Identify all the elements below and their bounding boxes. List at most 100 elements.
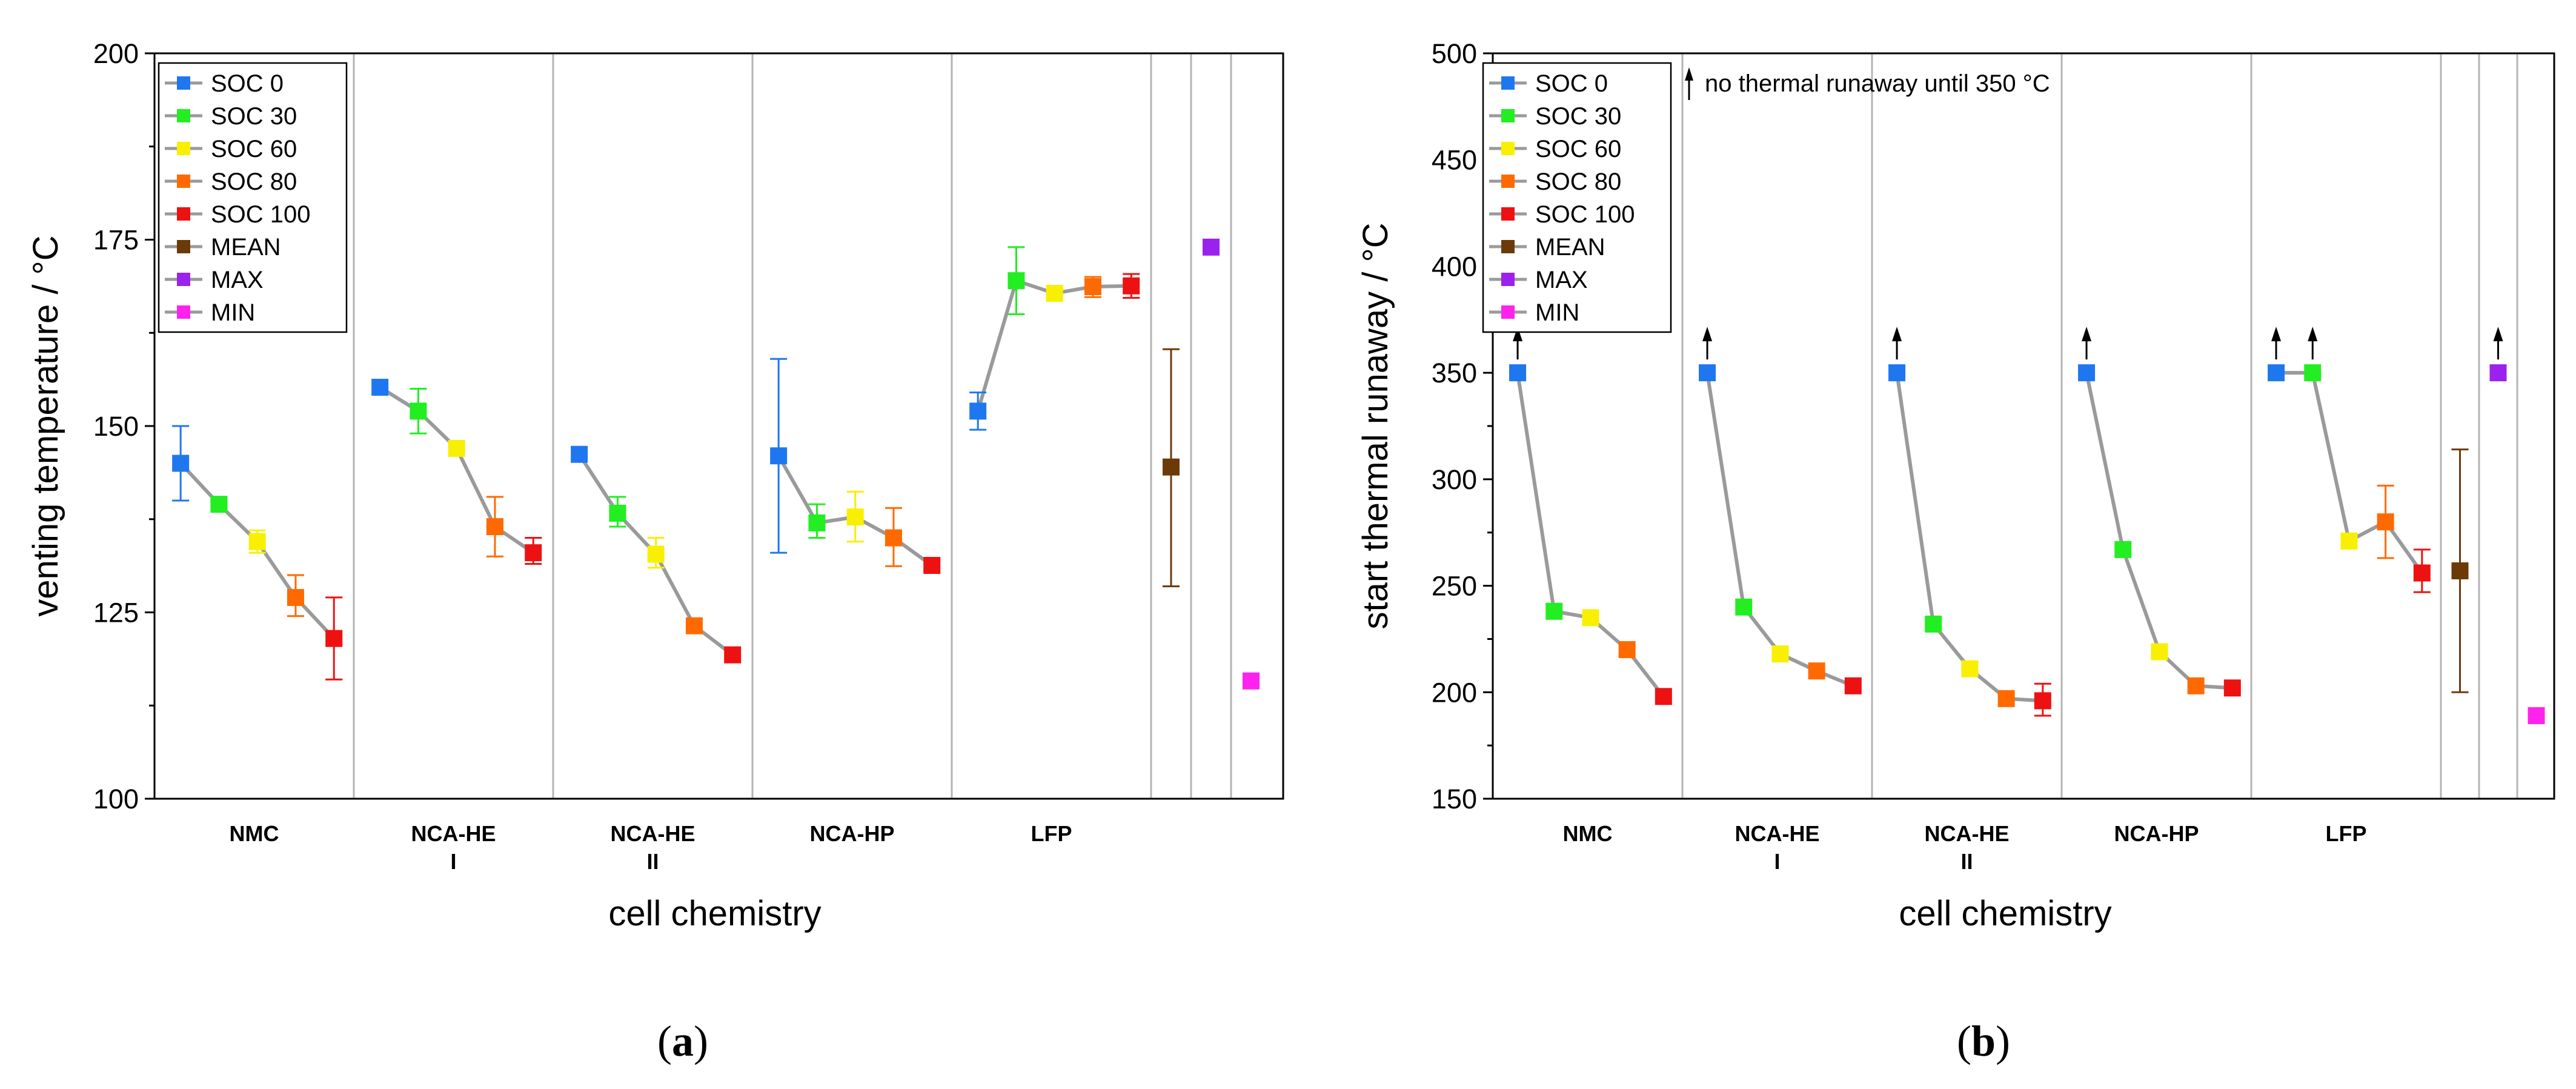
x-tick-label: NCA-HP (810, 821, 895, 846)
legend-label: SOC 100 (211, 201, 311, 228)
x-tick-label: NCA-HE (611, 821, 695, 846)
y-tick-label: 175 (93, 225, 139, 256)
legend-label: MIN (1535, 299, 1579, 326)
data-point (2151, 643, 2168, 661)
y-tick-label: 350 (1432, 358, 1477, 388)
legend-label: MAX (211, 267, 264, 293)
no-runaway-arrowhead (2082, 327, 2092, 342)
summary-point (1163, 458, 1180, 476)
x-tick-sublabel: I (450, 849, 456, 874)
data-point (2078, 364, 2096, 382)
data-point (325, 630, 343, 647)
data-point (1925, 615, 1942, 633)
legend-swatch (1501, 207, 1515, 221)
x-tick-label: NCA-HE (1925, 821, 2010, 846)
panel-label: (b) (1957, 1017, 2010, 1065)
no-runaway-arrowhead (2493, 327, 2503, 342)
data-point (448, 439, 465, 457)
legend-swatch (177, 273, 190, 286)
legend-swatch (1501, 240, 1515, 253)
legend-swatch (177, 142, 190, 155)
data-point (1888, 364, 1906, 382)
y-tick-label: 150 (1432, 784, 1477, 814)
y-tick-label: 200 (1432, 677, 1477, 708)
no-runaway-arrowhead (2271, 327, 2282, 342)
data-point (287, 588, 304, 606)
data-point (1735, 598, 1753, 616)
data-point (2187, 677, 2205, 694)
legend-label: SOC 80 (211, 168, 297, 195)
legend-label: SOC 0 (211, 70, 284, 97)
y-tick-label: 200 (93, 38, 139, 69)
data-point (486, 518, 503, 536)
chart-panel-b: 150 200 250 300 350 400 450 500 start thermal ru… (1356, 38, 2555, 1065)
y-tick-label: 150 (93, 411, 139, 442)
panel-label-close: ) (694, 1017, 708, 1065)
legend-swatch (177, 175, 190, 188)
summary-point (2451, 562, 2469, 579)
summary-point (1243, 672, 1260, 690)
data-point (770, 447, 788, 465)
data-point (969, 402, 987, 420)
data-point (1582, 609, 1599, 627)
data-point (1808, 662, 1825, 680)
x-tick-label: NCA-HE (1735, 821, 1820, 846)
legend-swatch (1501, 175, 1515, 188)
panel-label-letter: a (672, 1017, 694, 1065)
y-tick-label: 450 (1432, 145, 1477, 176)
data-point (724, 646, 742, 664)
legend-label: MIN (211, 299, 255, 326)
data-point (172, 455, 190, 472)
data-point (1046, 285, 1063, 302)
legend-swatch (1501, 76, 1515, 90)
legend-swatch (1501, 109, 1515, 122)
y-tick-label: 400 (1432, 251, 1477, 282)
note-arrowhead (1685, 67, 1693, 81)
data-point (1007, 272, 1025, 290)
legend-box (1482, 62, 1672, 333)
data-point (1771, 645, 1789, 663)
data-point (1997, 690, 2015, 707)
x-tick-sublabel: II (1960, 849, 1973, 874)
data-point (248, 533, 266, 550)
data-point (1844, 677, 1862, 694)
x-tick-label: NCA-HE (411, 821, 496, 846)
data-point (1509, 364, 1527, 382)
x-axis-label: cell chemistry (608, 894, 821, 933)
data-point (1618, 641, 1636, 658)
y-axis-label: start thermal runaway / °C (1356, 222, 1395, 629)
legend-swatch (177, 305, 190, 319)
x-tick-label: NCA-HP (2114, 821, 2199, 846)
y-tick-label: 100 (93, 784, 139, 814)
data-point (2377, 513, 2394, 531)
panel-label-close: ) (1996, 1017, 2010, 1065)
no-runaway-arrowhead (1702, 327, 1713, 342)
no-runaway-arrowhead (1892, 327, 1902, 342)
legend-box (158, 62, 348, 333)
x-axis-label: cell chemistry (1899, 894, 2111, 933)
chart-panel-a: 100 125 150 175 200 venting temperature / °C c… (26, 38, 1284, 1065)
legend-label: MAX (1535, 267, 1588, 293)
series-line (1516, 372, 1665, 698)
series-line (1705, 372, 1854, 688)
data-point (885, 529, 902, 547)
data-point (210, 496, 228, 513)
panel-label: (a) (657, 1017, 708, 1065)
legend-label: MEAN (1535, 234, 1605, 261)
series-line (1895, 372, 2043, 703)
data-point (1084, 278, 1101, 295)
data-point (1545, 602, 1563, 620)
no-runaway-arrowhead (2308, 327, 2318, 342)
legend-label: SOC 80 (1535, 168, 1621, 195)
data-point (2268, 364, 2285, 382)
data-point (525, 544, 542, 562)
legend-label: SOC 60 (1535, 136, 1621, 162)
data-point (846, 508, 864, 526)
x-tick-sublabel: II (646, 849, 659, 874)
series-line (2085, 372, 2232, 690)
legend-swatch (177, 76, 190, 90)
legend-label: SOC 30 (1535, 103, 1621, 130)
legend-swatch (1501, 273, 1515, 286)
y-tick-label: 500 (1432, 38, 1477, 69)
note-text: no thermal runaway until 350 °C (1705, 70, 2050, 97)
